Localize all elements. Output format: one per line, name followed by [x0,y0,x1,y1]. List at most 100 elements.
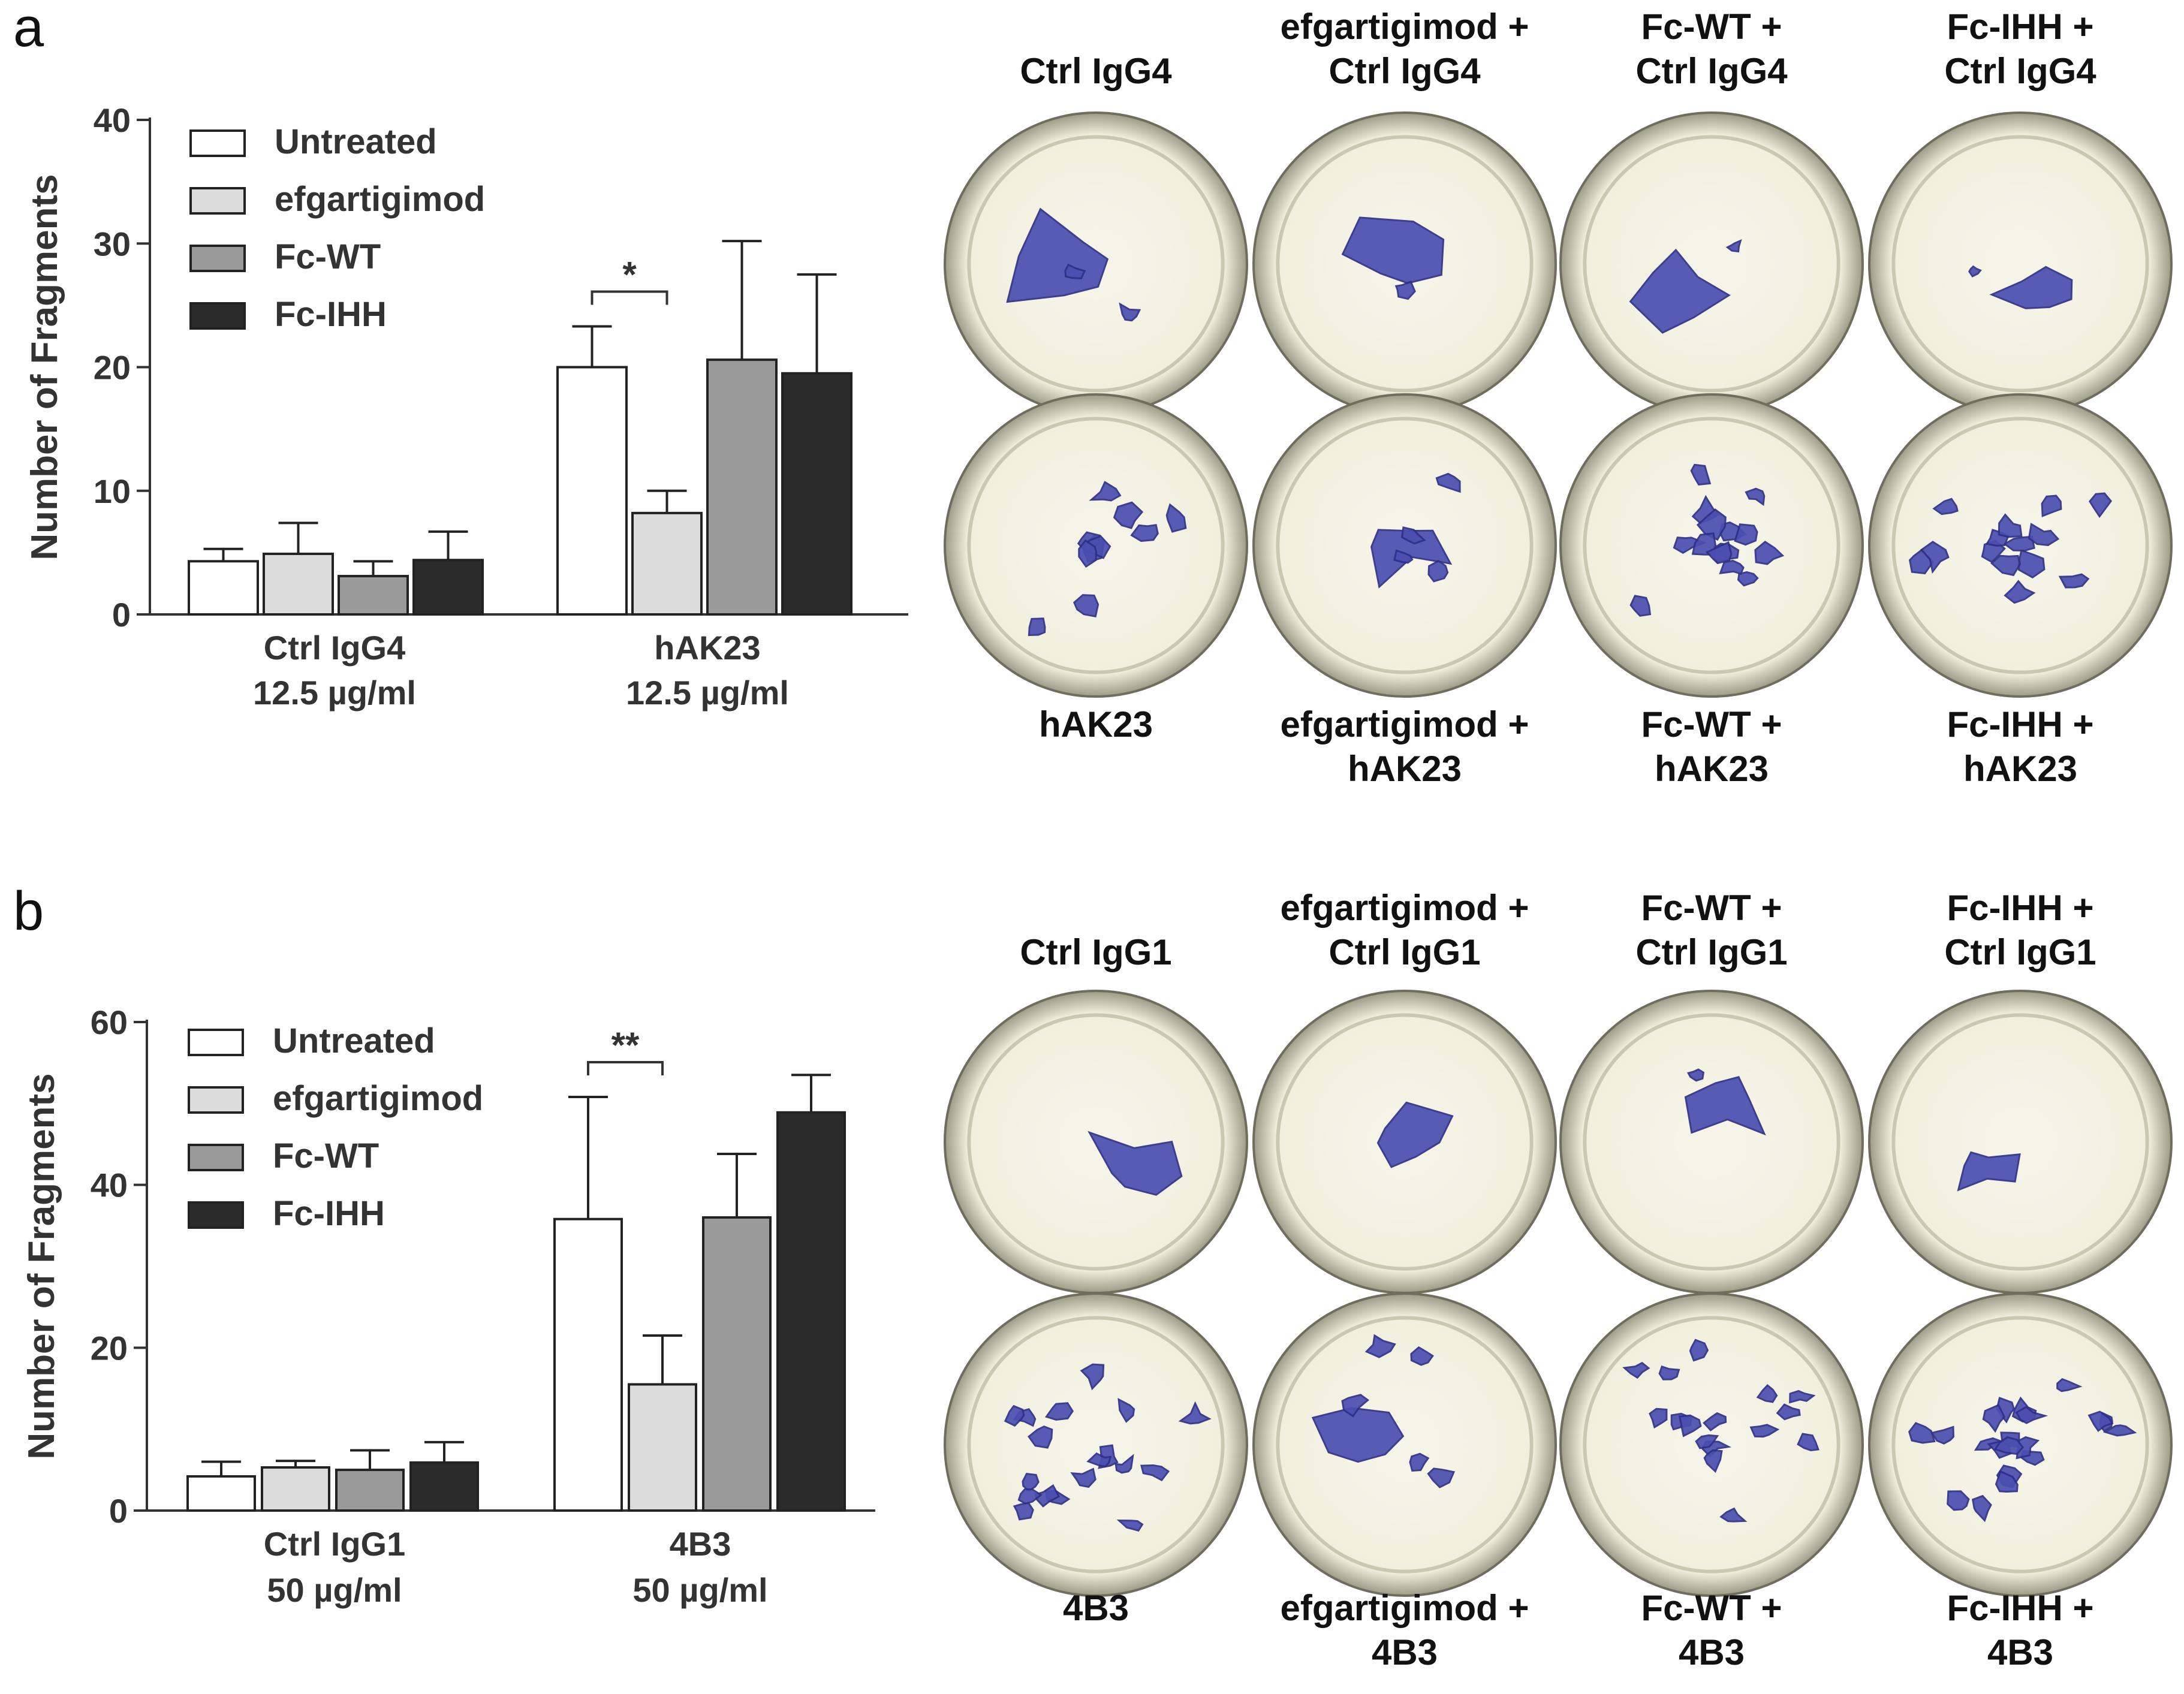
stained-fragment [1797,1433,1820,1452]
well-caption: efgartigimod + Ctrl IgG4 [1280,5,1529,94]
stained-fragment [1689,1339,1709,1362]
well-caption-line-1: 4B3 [1062,1588,1129,1628]
well-caption: Ctrl IgG4 [1020,5,1171,94]
stained-fragment [1427,560,1449,583]
well-inner-rim [1891,135,2149,393]
culture-well [944,393,1248,698]
stained-fragment [1073,594,1099,618]
stained-fragment [1920,541,1950,574]
stained-fragment [1703,1412,1727,1431]
well-caption-line-2: Ctrl IgG1 [1635,932,1788,972]
group-concentration-label: 50 µg/ml [267,1571,402,1609]
stained-fragment [1400,526,1426,545]
well-caption-line-1: Fc-WT + [1641,7,1782,47]
stained-fragment [1756,1383,1778,1403]
legend-swatch [189,302,246,330]
stained-fragment [2102,1424,2137,1437]
stained-fragment [1754,541,1785,565]
stained-fragment [2056,1377,2083,1392]
legend-label: efgartigimod [273,1079,483,1118]
stained-fragment [1696,508,1727,541]
stained-fragment [2087,1410,2114,1432]
legend-swatch [188,1029,244,1056]
well-caption: efgartigimod +4B3 [1280,1586,1529,1675]
stained-fragment [1044,1402,1074,1421]
stained-fragment [1078,539,1098,568]
stained-fragment [1089,481,1122,502]
stained-fragment [2058,573,2090,589]
well-caption-line-1: Fc-IHH + [1947,888,2094,928]
bar [553,1217,623,1512]
stained-fragment [1341,1394,1370,1418]
significance-label: ** [611,1025,640,1065]
stained-fragment [2028,523,2060,547]
stained-fragment [1119,302,1141,322]
well-caption-line-1 [1020,886,1171,930]
bar [335,1469,405,1512]
well-outer-rim [1868,990,2173,1294]
well-caption: Fc-IHH + Ctrl IgG4 [1944,5,2096,94]
stained-fragment [1972,1494,1992,1523]
stained-fragment [1695,1434,1719,1449]
culture-well [1252,111,1557,416]
well-inner-rim [1276,1013,1534,1271]
legend-label: Untreated [275,122,437,161]
stained-fragment [1117,1398,1135,1423]
well-caption-line-2: Ctrl IgG1 [1329,932,1481,972]
well-inner-rim [1276,135,1534,393]
bar-chart-a: 0 10 20 30 40 Number of Fragments Ctrl IgG4 12.… [24,101,908,712]
well-outer-rim [1868,111,2173,416]
stained-fragment [2041,495,2062,517]
group-concentration-label: 50 µg/ml [632,1571,767,1609]
well-inner-rim [1583,1013,1840,1271]
well-caption-line-1: Fc-WT + [1641,888,1782,928]
stained-fragment [1908,1422,1936,1444]
well-inner-rim [1583,1316,1840,1574]
bar [776,1111,846,1512]
culture-well [944,990,1248,1294]
stained-fragment [1165,503,1187,533]
stained-fragment [1410,1346,1434,1366]
stained-fragment [1684,1076,1766,1136]
stained-fragment [1622,1361,1650,1379]
stained-fragment [1658,1365,1680,1380]
well-caption: Fc-IHH + hAK23 [1947,703,2093,791]
legend-label: Fc-IHH [275,295,387,334]
stained-fragment [1719,559,1745,575]
well-inner-rim [1891,1013,2149,1271]
significance-bracket [587,1060,664,1075]
stained-fragment [1086,1452,1112,1468]
well-caption: Ctrl IgG1 [1020,886,1171,975]
well-caption-line-2: 4B3 [1678,1632,1745,1672]
stained-fragment [1982,1404,2006,1433]
stained-fragment [1427,1467,1456,1488]
well-caption: Fc-IHH + Ctrl IgG1 [1944,886,2096,975]
well-inner-rim [967,1013,1225,1271]
culture-well [1559,393,1864,698]
group-concentration-label: 12.5 µg/ml [626,674,789,712]
culture-well [1559,111,1864,416]
well-caption-line-2: Ctrl IgG4 [1020,51,1172,91]
stained-fragment [1749,1424,1780,1438]
stained-fragment [1376,1101,1454,1168]
legend-label: Fc-WT [273,1137,379,1175]
well-inner-rim [967,135,1225,393]
well-caption-line-1: efgartigimod + [1280,704,1529,744]
well-inner-rim [1276,1316,1534,1574]
group-label: 4B3 [670,1525,731,1563]
well-inner-rim [1583,417,1840,674]
culture-well [1868,111,2173,416]
culture-well [1559,990,1864,1294]
stained-fragment [1004,1404,1025,1427]
well-caption: efgartigimod + Ctrl IgG1 [1280,886,1529,975]
stained-fragment [1957,1151,2021,1192]
bar [412,559,484,616]
bar [628,1383,697,1512]
well-caption-line-1: hAK23 [1038,704,1153,744]
stained-fragment [1311,1407,1405,1463]
stained-fragment [1691,532,1716,556]
stained-fragment [1116,1520,1144,1532]
stained-fragment [1690,463,1712,486]
stained-fragment [1017,1488,1043,1505]
